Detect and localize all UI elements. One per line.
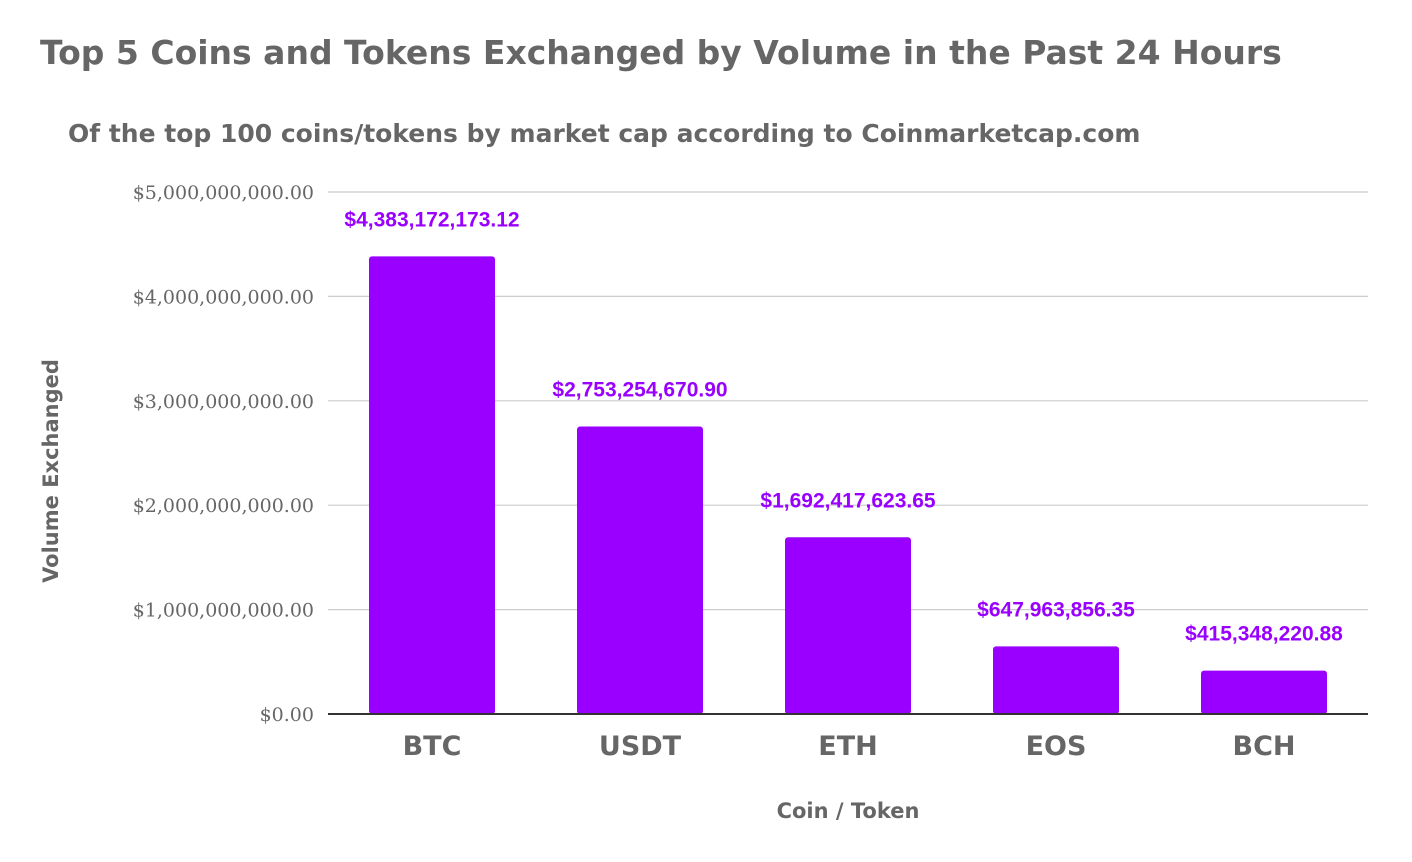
- x-tick-label-btc: BTC: [403, 731, 462, 762]
- data-label-bch: $415,348,220.88: [1185, 623, 1343, 646]
- bar-bch: [1201, 670, 1327, 714]
- y-axis-ticks: $0.00 $1,000,000,000.00 $2,000,000,000.00 $…: [133, 182, 314, 726]
- data-label-eth: $1,692,417,623.65: [760, 489, 935, 512]
- data-labels: $4,383,172,173.12 $2,753,254,670.90 $1,692…: [344, 208, 1343, 645]
- y-tick-label: $3,000,000,000.00: [133, 391, 314, 413]
- y-tick-label: $4,000,000,000.00: [133, 286, 314, 308]
- y-tick-label: $5,000,000,000.00: [133, 182, 314, 204]
- x-tick-label-usdt: USDT: [599, 731, 682, 762]
- bar-eth: [785, 537, 911, 714]
- bars: [369, 256, 1327, 714]
- data-label-btc: $4,383,172,173.12: [344, 208, 519, 231]
- bar-btc: [369, 256, 495, 714]
- y-tick-label: $1,000,000,000.00: [133, 600, 314, 622]
- data-label-usdt: $2,753,254,670.90: [552, 379, 727, 402]
- x-tick-label-eos: EOS: [1026, 731, 1087, 762]
- x-axis-label: Coin / Token: [777, 799, 920, 823]
- chart-subtitle: Of the top 100 coins/tokens by market ca…: [68, 119, 1141, 148]
- y-tick-label: $2,000,000,000.00: [133, 495, 314, 517]
- y-axis-label: Volume Exchanged: [39, 359, 63, 583]
- x-tick-label-eth: ETH: [818, 731, 877, 762]
- x-tick-label-bch: BCH: [1233, 731, 1296, 762]
- bar-eos: [993, 646, 1119, 714]
- data-label-eos: $647,963,856.35: [977, 598, 1135, 621]
- chart-title: Top 5 Coins and Tokens Exchanged by Volu…: [40, 33, 1282, 72]
- y-tick-label: $0.00: [260, 704, 314, 726]
- x-axis-ticks: BTC USDT ETH EOS BCH: [403, 731, 1296, 762]
- bar-usdt: [577, 426, 703, 714]
